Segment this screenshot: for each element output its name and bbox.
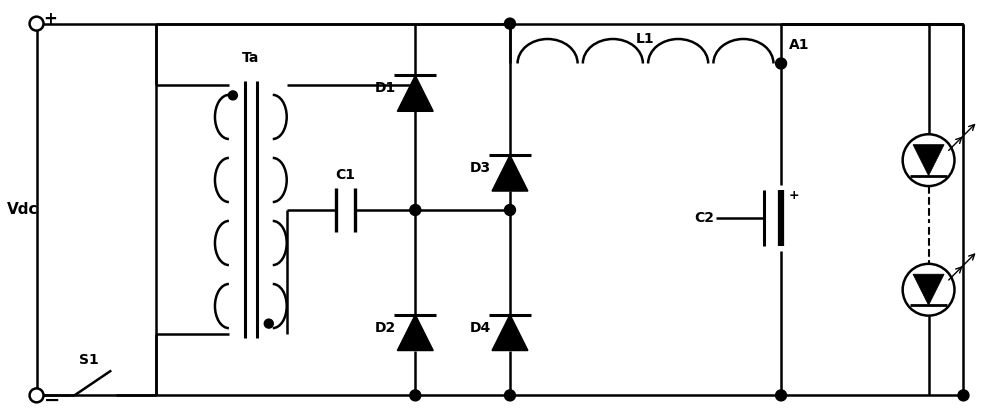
Circle shape bbox=[958, 390, 969, 401]
Circle shape bbox=[504, 18, 515, 29]
Polygon shape bbox=[397, 75, 433, 111]
Circle shape bbox=[264, 319, 273, 328]
Text: D4: D4 bbox=[469, 321, 491, 334]
Circle shape bbox=[228, 91, 237, 100]
Circle shape bbox=[410, 390, 421, 401]
Polygon shape bbox=[492, 155, 528, 191]
Text: Vdc: Vdc bbox=[7, 202, 38, 217]
Polygon shape bbox=[397, 315, 433, 351]
Circle shape bbox=[776, 58, 787, 69]
Text: S1: S1 bbox=[79, 354, 99, 367]
Text: D1: D1 bbox=[375, 82, 396, 95]
Text: Ta: Ta bbox=[242, 51, 260, 66]
Circle shape bbox=[30, 388, 44, 403]
Text: C1: C1 bbox=[336, 168, 356, 182]
Circle shape bbox=[504, 390, 515, 401]
Circle shape bbox=[504, 204, 515, 215]
Text: D2: D2 bbox=[375, 321, 396, 334]
Text: D3: D3 bbox=[470, 161, 491, 175]
Circle shape bbox=[30, 17, 44, 31]
Text: −: − bbox=[44, 391, 60, 410]
Text: C2: C2 bbox=[694, 211, 714, 225]
Polygon shape bbox=[913, 274, 944, 305]
Text: A1: A1 bbox=[789, 38, 810, 51]
Circle shape bbox=[410, 204, 421, 215]
Circle shape bbox=[776, 390, 787, 401]
Text: L1: L1 bbox=[636, 31, 655, 46]
Text: +: + bbox=[44, 10, 57, 28]
Polygon shape bbox=[492, 315, 528, 351]
Polygon shape bbox=[913, 145, 944, 176]
Text: +: + bbox=[789, 189, 800, 201]
